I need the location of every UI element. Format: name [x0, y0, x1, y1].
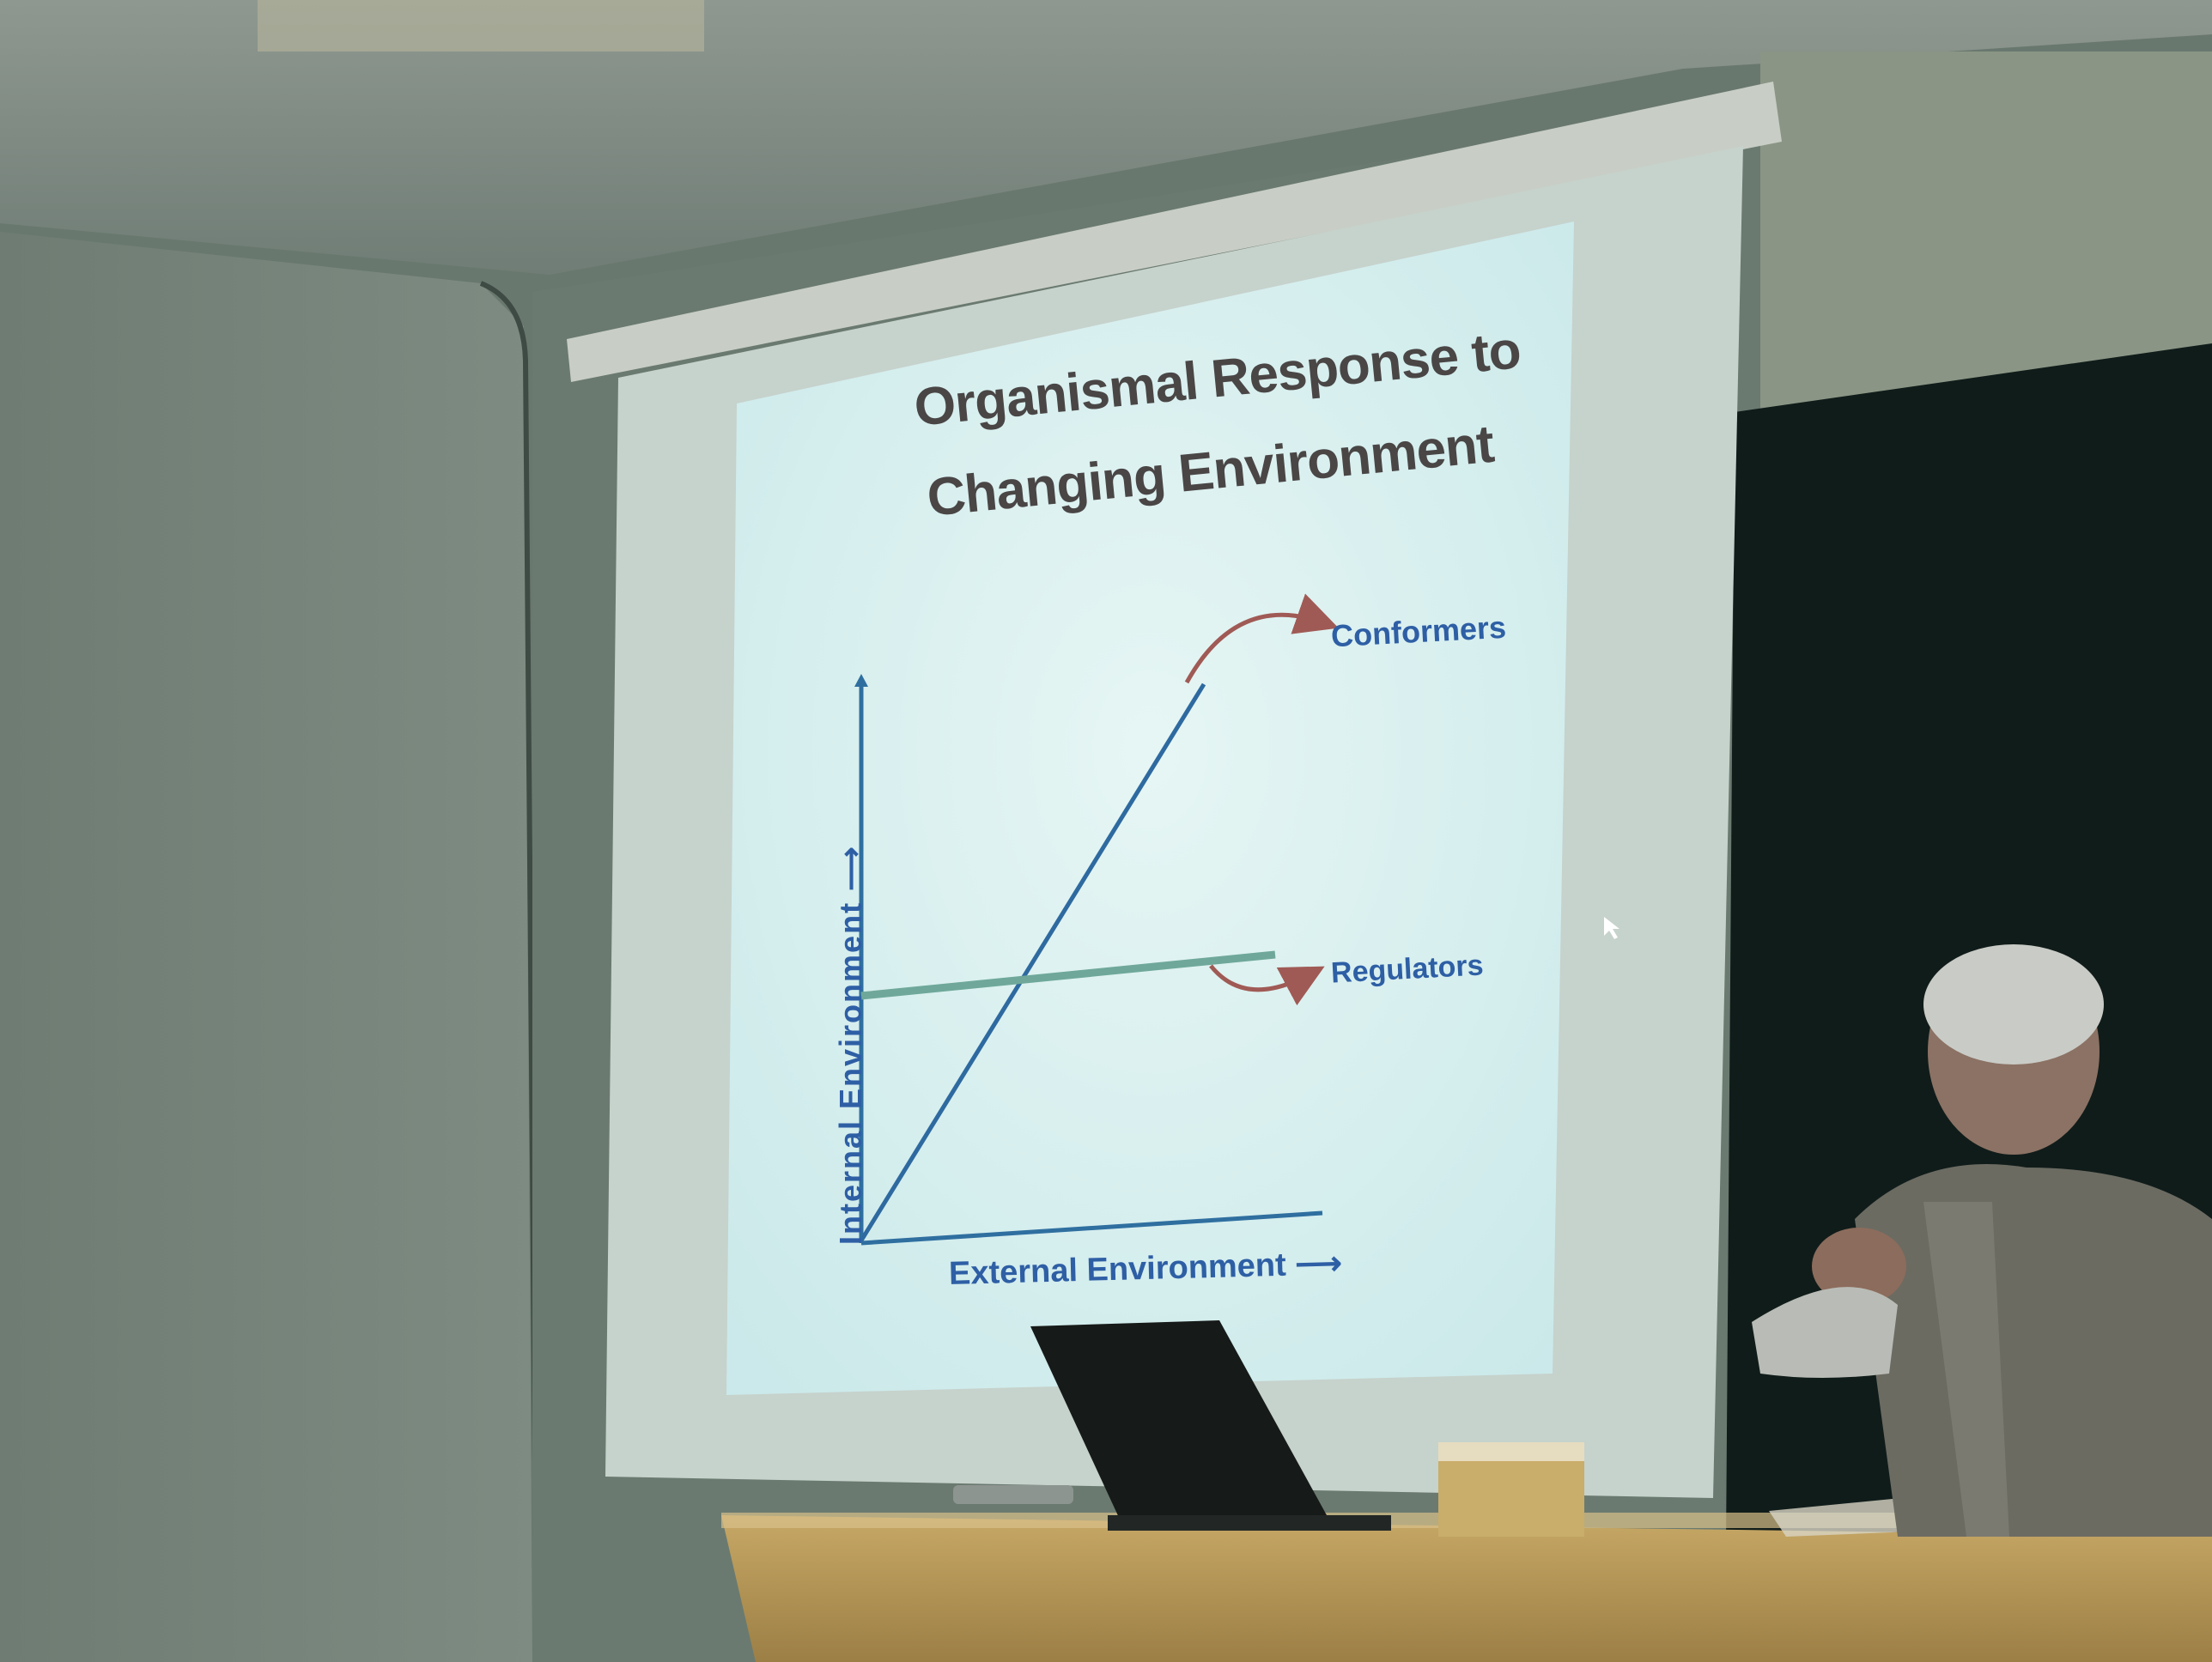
x-axis: [860, 1210, 1323, 1246]
y-axis-arrowhead: [854, 674, 868, 687]
presenter: [1752, 944, 2212, 1537]
desk: [721, 1515, 2212, 1662]
left-wall-edge: [479, 281, 539, 1662]
screen-roller: [567, 82, 1782, 382]
ceiling-light-panel: [258, 0, 704, 52]
regulators-line: [860, 950, 1276, 1000]
regulators-curved-arrow: [1209, 964, 1325, 1006]
laptop-screen: [1030, 1320, 1327, 1521]
mouse-cursor: [1604, 917, 1620, 939]
conformers-curved-arrow: [1184, 593, 1339, 684]
desk-remote: [953, 1485, 1073, 1504]
chart: [854, 593, 1339, 1246]
laptop-base: [1108, 1515, 1391, 1531]
ceiling: [0, 0, 2212, 275]
conformers-line: [859, 682, 1206, 1242]
slide: [726, 221, 1574, 1395]
upper-right-wall: [1760, 52, 2212, 412]
left-wall-panel: [0, 232, 532, 1662]
